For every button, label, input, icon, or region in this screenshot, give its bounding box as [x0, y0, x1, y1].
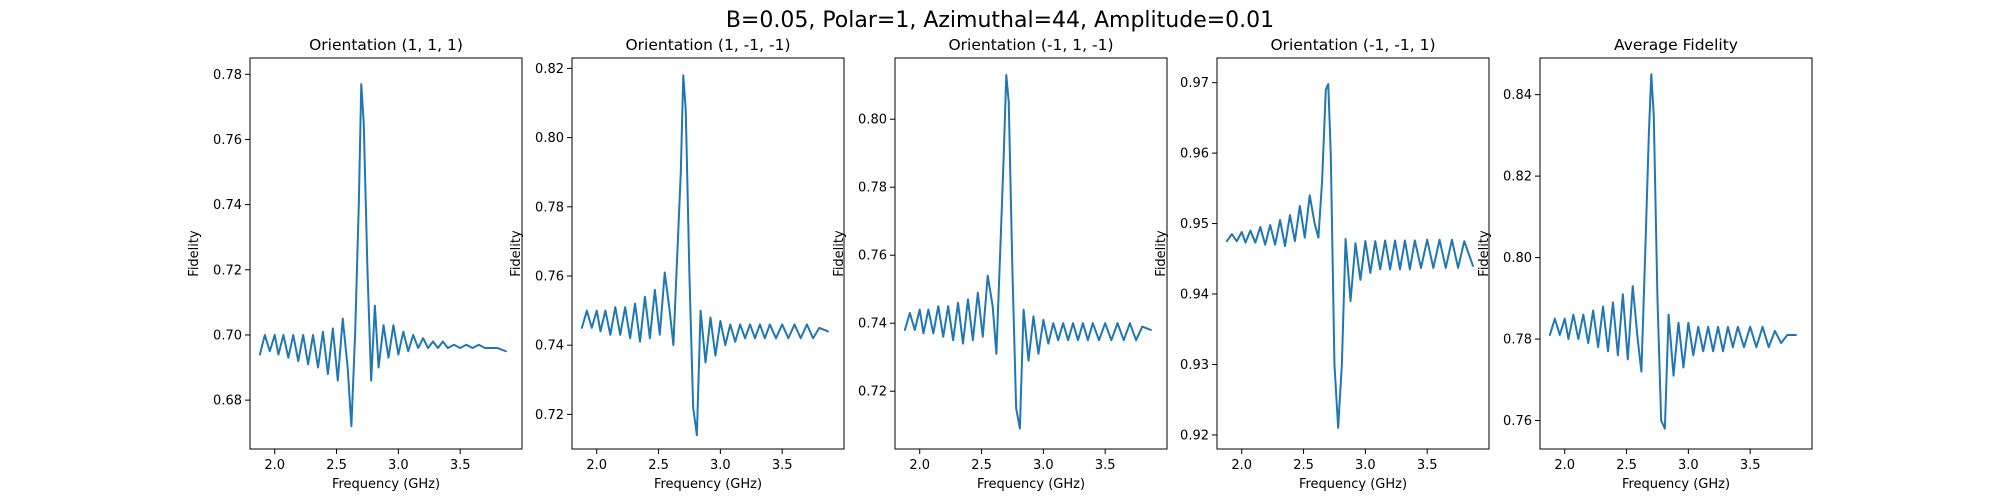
x-tick-label: 3.5 — [772, 458, 793, 473]
y-tick-label: 0.72 — [213, 263, 242, 278]
y-tick-label: 0.70 — [213, 328, 242, 343]
plot-frame — [249, 57, 523, 450]
y-axis-label: Fidelity — [1477, 230, 1492, 277]
y-tick-label: 0.72 — [858, 385, 887, 400]
x-tick-label: 2.5 — [1293, 458, 1314, 473]
subplot-title: Orientation (1, -1, -1) — [625, 36, 790, 54]
y-tick-label: 0.78 — [858, 181, 887, 196]
x-tick-label: 3.5 — [1417, 458, 1438, 473]
y-tick-label: 0.97 — [1180, 76, 1209, 91]
x-tick-label: 3.5 — [1095, 458, 1116, 473]
y-tick-label: 0.93 — [1180, 358, 1209, 373]
subplot-title: Orientation (1, 1, 1) — [309, 36, 463, 54]
plot-frame — [1216, 57, 1490, 450]
x-tick-label: 2.0 — [586, 458, 607, 473]
x-tick-label: 3.0 — [710, 458, 731, 473]
subplots: Orientation (1, 1, 1) 2.0 2.5 3.0 3.5 0.68 0.7… — [187, 36, 1813, 492]
x-axis-label: Frequency (GHz) — [977, 477, 1085, 492]
x-axis-label: Frequency (GHz) — [1622, 477, 1730, 492]
y-tick-label: 0.78 — [213, 68, 242, 83]
x-tick-label: 2.0 — [1554, 458, 1575, 473]
y-tick-label: 0.72 — [535, 408, 564, 423]
y-tick-label: 0.76 — [213, 133, 242, 148]
x-axis-label: Frequency (GHz) — [1299, 477, 1407, 492]
y-axis-label: Fidelity — [187, 230, 202, 277]
subplot-title: Orientation (-1, -1, 1) — [1270, 36, 1435, 54]
plot-frame — [1539, 57, 1813, 450]
y-tick-label: 0.82 — [535, 62, 564, 77]
y-tick-label: 0.94 — [1180, 288, 1209, 303]
subplot-1: Orientation (1, 1, 1) 2.0 2.5 3.0 3.5 0.68 0.7… — [187, 36, 523, 492]
figure-suptitle: B=0.05, Polar=1, Azimuthal=44, Amplitude… — [726, 8, 1274, 33]
x-tick-label: 2.0 — [264, 458, 285, 473]
x-tick-label: 2.5 — [326, 458, 347, 473]
subplot-5: Average Fidelity 2.0 2.5 3.0 3.5 0.76 0.78 0.80… — [1477, 36, 1813, 492]
plot-frame — [571, 57, 845, 450]
y-axis-label: Fidelity — [509, 230, 524, 277]
series-line-1 — [903, 74, 1152, 430]
x-tick-label: 2.5 — [1616, 458, 1637, 473]
y-tick-label: 0.95 — [1180, 217, 1209, 232]
y-tick-label: 0.78 — [535, 200, 564, 215]
y-tick-label: 0.76 — [1503, 414, 1532, 429]
y-tick-label: 0.74 — [858, 317, 887, 332]
series-line-1 — [1548, 73, 1797, 430]
y-axis-label: Fidelity — [832, 230, 847, 277]
x-tick-label: 3.0 — [1033, 458, 1054, 473]
subplot-title: Orientation (-1, 1, -1) — [948, 36, 1113, 54]
x-tick-label: 2.0 — [1231, 458, 1252, 473]
y-tick-label: 0.82 — [1503, 170, 1532, 185]
y-tick-label: 0.68 — [213, 394, 242, 409]
y-tick-label: 0.74 — [213, 198, 242, 213]
plot-frame — [894, 57, 1168, 450]
x-tick-label: 3.0 — [1678, 458, 1699, 473]
series-line-1 — [258, 83, 507, 428]
x-tick-label: 2.5 — [648, 458, 669, 473]
series-line-1 — [1225, 83, 1474, 429]
y-tick-label: 0.80 — [858, 113, 887, 128]
y-tick-label: 0.76 — [535, 269, 564, 284]
subplot-4: Orientation (-1, -1, 1) 2.0 2.5 3.0 3.5 0.92 0… — [1154, 36, 1490, 492]
y-axis-label: Fidelity — [1154, 230, 1169, 277]
y-tick-label: 0.92 — [1180, 428, 1209, 443]
x-tick-label: 2.0 — [909, 458, 930, 473]
x-tick-label: 3.5 — [450, 458, 471, 473]
x-tick-label: 2.5 — [971, 458, 992, 473]
y-tick-label: 0.76 — [858, 249, 887, 264]
y-tick-label: 0.96 — [1180, 147, 1209, 162]
y-tick-label: 0.78 — [1503, 333, 1532, 348]
series-line-1 — [580, 74, 829, 437]
x-tick-label: 3.5 — [1740, 458, 1761, 473]
y-tick-label: 0.74 — [535, 339, 564, 354]
y-tick-label: 0.80 — [1503, 251, 1532, 266]
subplot-2: Orientation (1, -1, -1) 2.0 2.5 3.0 3.5 0.72 0… — [509, 36, 845, 492]
y-tick-label: 0.80 — [535, 131, 564, 146]
x-tick-label: 3.0 — [1355, 458, 1376, 473]
y-tick-label: 0.84 — [1503, 88, 1532, 103]
x-tick-label: 3.0 — [388, 458, 409, 473]
subplot-3: Orientation (-1, 1, -1) 2.0 2.5 3.0 3.5 0.72 0… — [832, 36, 1168, 492]
x-axis-label: Frequency (GHz) — [332, 477, 440, 492]
x-axis-label: Frequency (GHz) — [654, 477, 762, 492]
subplot-title: Average Fidelity — [1614, 36, 1738, 54]
